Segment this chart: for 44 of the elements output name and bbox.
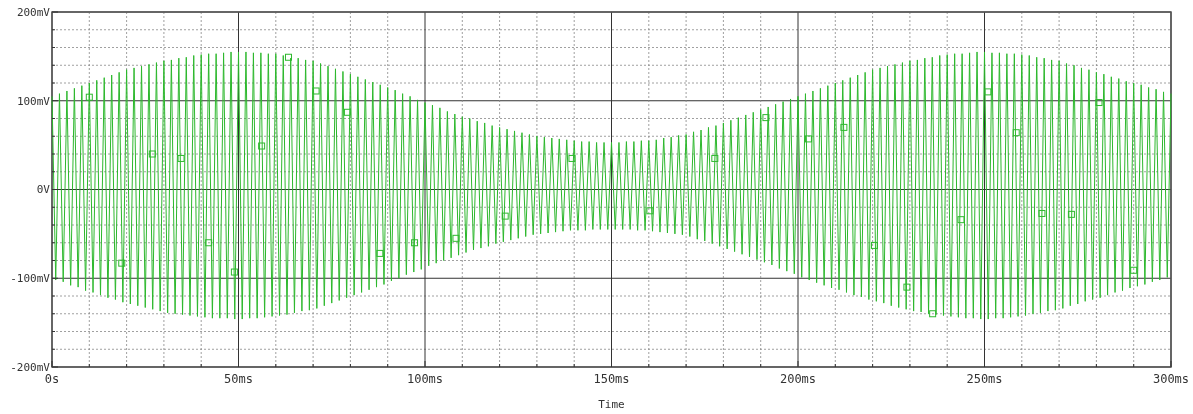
point [957,216,965,224]
point [312,87,320,95]
x-axis-title: Time [598,398,625,411]
point [1067,210,1075,218]
point [1130,266,1138,274]
point [1038,209,1046,217]
point [1095,99,1103,107]
point [903,283,911,291]
point [646,207,654,215]
y-tick-label: 100mV [16,94,51,108]
point [984,88,992,96]
x-tick-label: 50ms [224,372,253,386]
point [284,53,292,61]
point [148,150,156,158]
point [343,108,351,116]
point [258,142,266,150]
point [711,154,719,162]
x-tick-label: 200ms [779,372,817,386]
point [177,154,185,162]
line-series [51,51,1172,320]
point [804,135,812,143]
point [230,268,238,276]
point [376,249,384,257]
y-tick-label: 0V [36,183,51,197]
point [840,123,848,131]
point [1012,129,1020,137]
point [85,93,93,101]
x-tick-label: 150ms [593,372,630,386]
x-tick-label: 100ms [406,372,444,386]
y-tick-label: 200mV [16,5,51,19]
point [762,114,770,122]
point [205,239,213,247]
point [411,239,419,247]
point [568,154,576,162]
point [118,259,126,267]
point [929,310,937,318]
point [870,241,878,249]
point [452,234,460,242]
x-tick-label: 0s [44,372,60,386]
point [501,212,509,220]
x-tick-label: 250ms [966,372,1003,386]
x-tick-label: 300ms [1152,372,1190,386]
y-tick-label: -100mV [10,272,51,286]
y-tick-label: -200mV [10,360,51,374]
